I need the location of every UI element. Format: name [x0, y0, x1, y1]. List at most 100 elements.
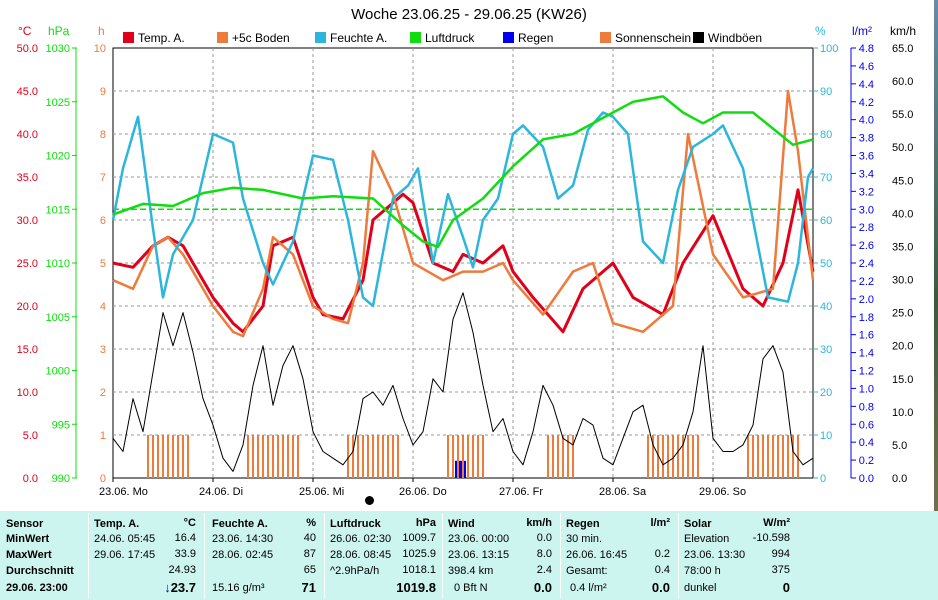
x-tick-label: 24.06. Di — [199, 486, 243, 498]
sunshine-bar — [557, 435, 559, 478]
sunshine_h-tick-label: 8 — [100, 129, 106, 141]
legend-label: +5c Boden — [232, 31, 290, 45]
legend-swatch — [217, 32, 228, 43]
pressure-min: 1009.7 — [402, 532, 436, 544]
panel-wind: Wind km/h 23.06. 00:00 0.0 23.06. 13:15 … — [448, 511, 556, 600]
series-line--5c-boden — [112, 89, 815, 338]
series-line-luftdruck — [112, 95, 814, 249]
humidity_pct-tick-label: 20 — [820, 387, 832, 399]
solar-elev-label: Elevation — [684, 533, 730, 545]
humidity_pct-tick-label: 90 — [820, 86, 832, 98]
pressure-max-time: 28.06. 08:45 — [330, 549, 392, 561]
divider — [442, 513, 443, 598]
sunshine-bar — [572, 435, 574, 478]
pressure_hpa-tick-label: 1015 — [46, 204, 70, 216]
sunshine-bar — [662, 435, 664, 478]
wind-unit: km/h — [526, 517, 552, 529]
legend-swatch — [410, 32, 421, 43]
humidity_pct-tick-label: 100 — [820, 43, 838, 55]
pressure_hpa-tick-label: 1000 — [46, 366, 70, 378]
rain_lm2-tick-label: 2.6 — [859, 240, 874, 252]
sunshine_h-tick-label: 2 — [100, 387, 106, 399]
sunshine-bar — [182, 435, 184, 478]
wind_kmh-tick-label: 65.0 — [892, 43, 913, 55]
sunshine_h-tick-label: 5 — [100, 258, 106, 270]
stats-panel: Sensor MinWert MaxWert Durchschnitt 29.0… — [0, 511, 938, 600]
legend-item: Feuchte A. — [315, 30, 387, 46]
legend-item: Luftdruck — [410, 30, 474, 46]
divider — [204, 513, 205, 598]
pressure_hpa-tick-label: 990 — [52, 473, 70, 485]
rain-max: 0.2 — [654, 548, 670, 560]
sunshine-bar — [257, 435, 259, 478]
wind_kmh-tick-label: 20.0 — [892, 341, 913, 353]
pressure_hpa-tick-label: 1010 — [46, 258, 70, 270]
temp-current: 23.7 — [170, 580, 196, 595]
rain_lm2-tick-label: 0.4 — [859, 437, 874, 449]
wind_kmh-tick-label: 25.0 — [892, 308, 913, 320]
sunshine-bar — [677, 435, 679, 478]
rain-unit-label: l/m² — [852, 24, 872, 38]
solar-head: Solar — [684, 518, 712, 530]
sunshine-bar — [757, 435, 759, 478]
sunshine-bar — [462, 435, 464, 478]
humidity_pct-tick-label: 40 — [820, 301, 832, 313]
divider — [560, 513, 561, 598]
sunshine-bars — [147, 435, 799, 478]
sunshine-bar — [292, 435, 294, 478]
sunshine-bar — [562, 435, 564, 478]
temp_c-tick-label: 35.0 — [17, 172, 38, 184]
sunshine-bar — [772, 435, 774, 478]
sunshine-bar — [447, 435, 449, 478]
sunshine-bar — [177, 435, 179, 478]
legend-item: Sonnenschein — [600, 30, 691, 46]
sunshine-bar — [357, 435, 359, 478]
sunshine-bar — [547, 435, 549, 478]
divider — [88, 513, 89, 598]
rain_lm2-tick-label: 0.0 — [859, 473, 874, 485]
temp_c-tick-label: 30.0 — [17, 215, 38, 227]
wind-bft: 0 Bft N — [454, 582, 488, 594]
temp-avg: 24.93 — [168, 564, 196, 576]
rain_lm2-tick-label: 4.2 — [859, 97, 874, 109]
rain_lm2-tick-label: 2.0 — [859, 294, 874, 306]
legend-swatch — [315, 32, 326, 43]
rain_lm2-tick-label: 1.6 — [859, 330, 874, 342]
panel-humidity: Feuchte A. % 23.06. 14:30 40 28.06. 02:4… — [212, 511, 320, 600]
pressure_hpa-tick-label: 1020 — [46, 151, 70, 163]
temp-min-time: 24.06. 05:45 — [94, 533, 156, 545]
sunshine-bar — [762, 435, 764, 478]
pressure_hpa-tick-label: 1005 — [46, 312, 70, 324]
pressure-current: 1019.8 — [396, 580, 436, 595]
rain_lm2-tick-label: 0.8 — [859, 401, 874, 413]
wind_kmh-tick-label: 5.0 — [892, 440, 907, 452]
rain-unit: l/m² — [650, 517, 670, 529]
panel-rain: Regen l/m² 30 min. 26.06. 16:45 0.2 Gesa… — [566, 511, 674, 600]
hours-unit-label: h — [98, 24, 105, 38]
pressure-head: Luftdruck — [330, 518, 381, 530]
wind_kmh-tick-label: 55.0 — [892, 109, 913, 121]
wind_kmh-tick-label: 35.0 — [892, 241, 913, 253]
humidity-max: 87 — [303, 548, 316, 560]
humidity-abs: 15.16 g/m³ — [212, 582, 265, 594]
x-axis-ticks: 23.06. Mo 24.06. Di 25.06. Mi 26.06. Do 27.0… — [99, 478, 746, 498]
sunshine-bar — [162, 435, 164, 478]
sunshine-bar — [187, 435, 189, 478]
x-tick-label: 29.06. So — [699, 486, 746, 498]
wind_kmh-tick-label: 0.0 — [892, 473, 907, 485]
sunshine-bar — [747, 435, 749, 478]
sunshine-bar — [392, 435, 394, 478]
pressure-unit: hPa — [415, 517, 436, 529]
humidity-min: 40 — [303, 532, 316, 544]
sensor-min: MinWert — [6, 533, 50, 545]
legend-label: Feuchte A. — [330, 31, 388, 45]
solar-elevation: -10.598 — [752, 532, 790, 544]
sunshine-bar — [147, 435, 149, 478]
humidity_pct-tick-label: 30 — [820, 344, 832, 356]
sunshine-bar — [367, 435, 369, 478]
rain_lm2-tick-label: 4.8 — [859, 43, 874, 55]
sunshine-bar — [282, 435, 284, 478]
sunshine-bar — [382, 435, 384, 478]
humidity-min-time: 23.06. 14:30 — [212, 533, 274, 545]
sunshine-bar — [272, 435, 274, 478]
